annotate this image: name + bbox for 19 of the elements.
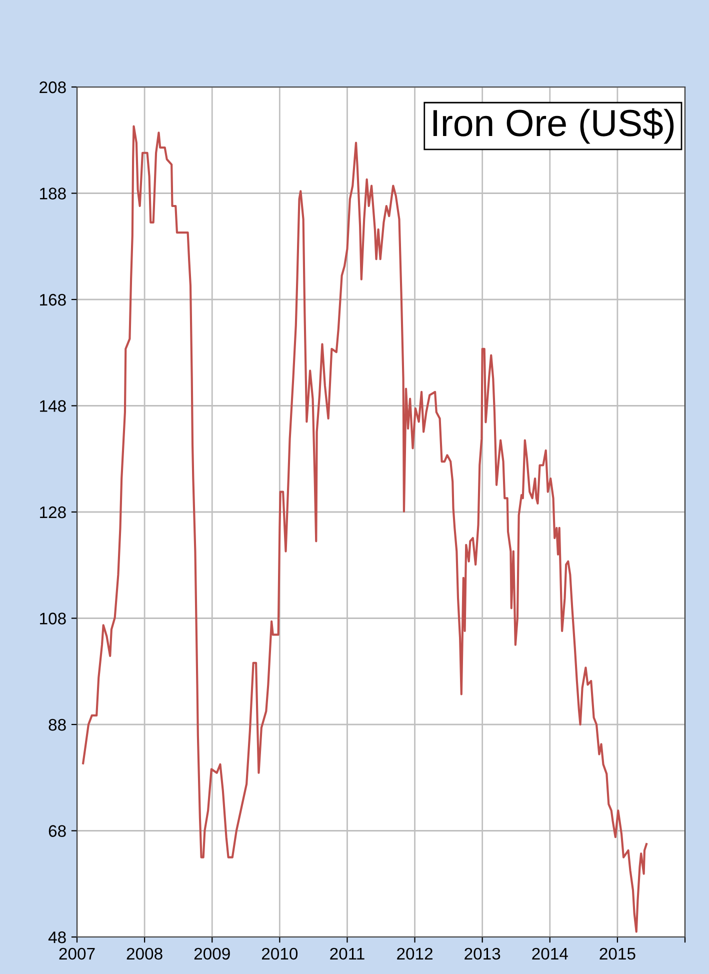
x-tick-label: 2008 bbox=[126, 948, 162, 960]
y-tick-label: 168 bbox=[40, 294, 66, 306]
y-tick-label: 128 bbox=[40, 506, 66, 518]
x-tick-label: 2011 bbox=[330, 948, 364, 960]
text: Iron Ore (US$) bbox=[433, 108, 674, 144]
y-tick-label: 48 bbox=[48, 931, 66, 944]
x-tick-label: 2013 bbox=[464, 948, 500, 960]
y-tick-label: 208 bbox=[40, 81, 66, 94]
y-tick-label: 88 bbox=[48, 718, 66, 731]
x-tick-label: 2012 bbox=[397, 948, 432, 960]
y-tick-label: 148 bbox=[40, 400, 66, 412]
y-tick-label: 188 bbox=[40, 188, 66, 200]
x-tick-label: 2009 bbox=[194, 948, 230, 960]
y-tick-label: 68 bbox=[48, 825, 66, 837]
x-tick-label: 2015 bbox=[600, 948, 636, 960]
x-tick-label: 2014 bbox=[532, 948, 568, 960]
y-tick-label: 108 bbox=[40, 612, 66, 624]
x-tick-label: 2007 bbox=[59, 948, 95, 960]
x-tick-label: 2010 bbox=[262, 948, 298, 960]
